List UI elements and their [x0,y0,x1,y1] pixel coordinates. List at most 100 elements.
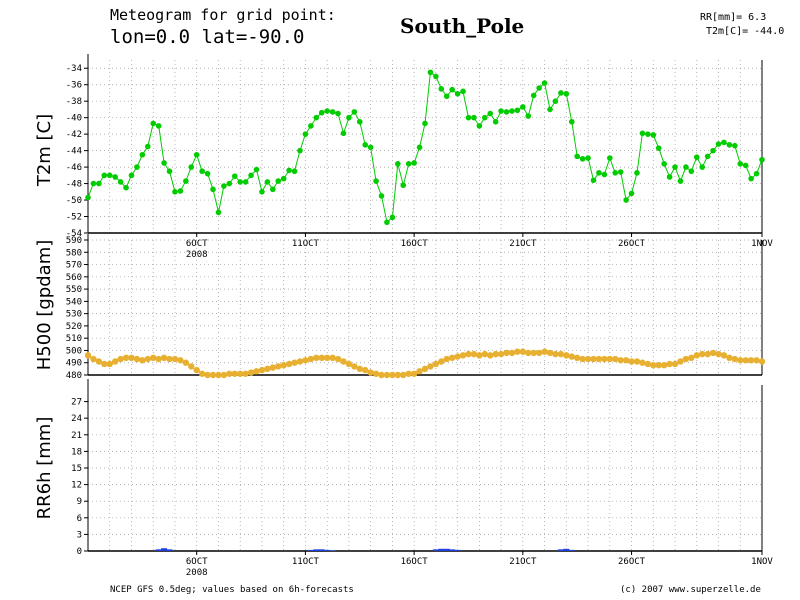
data-point [715,141,722,147]
data-point [221,183,227,189]
data-point [596,170,602,176]
data-point [204,371,211,379]
data-point [416,368,423,375]
data-point [411,160,417,166]
data-point [465,350,472,358]
data-point [150,120,157,127]
data-point [541,80,548,86]
data-point [367,144,374,151]
data-point [650,361,657,369]
data-point [688,354,695,362]
y-tick-label: 500 [66,346,82,356]
x-tick-label: 1NOV [751,557,773,567]
y-tick-label: -36 [66,81,82,91]
data-point [193,151,200,158]
data-point [503,349,510,357]
data-point [693,154,700,161]
data-point [324,108,330,114]
data-point [492,350,499,358]
data-point [275,178,282,184]
data-point [188,164,195,170]
precip-bar [438,548,445,551]
y-tick-label: 0 [77,547,82,557]
y-tick-label: -52 [66,213,82,223]
data-point [574,153,580,160]
data-point [563,352,570,359]
data-point [639,359,646,366]
y-tick-label: 540 [66,297,82,307]
data-point [297,147,303,154]
data-point [253,166,260,173]
y-tick-label: 24 [71,414,82,424]
data-point [704,153,711,160]
y-tick-label: 590 [66,236,82,246]
y-tick-label: 3 [77,530,82,540]
data-point [639,130,646,137]
data-point [509,108,515,114]
data-point [183,178,189,184]
data-point [356,365,363,373]
data-point [612,355,619,363]
precip-bar [432,549,439,551]
data-point [210,186,216,193]
data-point [742,162,749,169]
precip-bar [443,548,450,551]
data-point [541,348,548,355]
data-point [519,348,527,355]
data-point [568,353,575,360]
data-point [497,350,505,358]
data-point [128,172,135,179]
data-point [220,371,228,379]
precip-bar [449,549,456,551]
y-tick-label: 560 [66,273,82,283]
data-point [335,110,341,117]
y-tick-label: 27 [71,398,82,408]
data-point [459,352,467,359]
data-point [448,354,456,362]
precip-bar [557,549,564,551]
data-point [443,355,450,363]
data-point [394,371,402,379]
data-point [617,169,624,175]
data-point [655,145,662,151]
data-point [400,371,407,379]
data-point [90,355,97,363]
footer-copyright: (c) 2007 www.superzelle.de [620,585,761,595]
data-point [433,73,439,80]
data-point [269,364,277,371]
precip-bar [329,550,336,551]
data-point [487,110,494,117]
data-point [285,360,293,368]
x-tick-sublabel: 2008 [186,568,208,578]
rr-summary: RR[mm]= 6.3 [700,12,767,23]
data-point [715,350,722,358]
data-point [259,189,265,195]
data-point [313,114,320,121]
data-point [84,352,92,359]
data-point [215,371,222,379]
data-point [650,132,657,138]
y-tick-label: 15 [71,464,82,474]
y-tick-label: 550 [66,285,82,295]
data-point [536,85,542,91]
data-point [395,161,401,167]
data-point [345,360,353,368]
x-tick-label: 21OCT [509,557,537,567]
data-point [296,358,304,365]
data-point [248,172,254,179]
header-title: Meteogram for grid point: [110,6,336,24]
data-point [106,172,113,179]
precip-bar [155,549,162,551]
data-point [682,355,690,363]
data-point [160,354,168,362]
data-point [291,359,298,366]
data-point [503,109,510,115]
y-axis-label: T2m [C] [34,114,55,187]
data-point [699,164,706,170]
data-point [128,354,135,362]
data-point [590,355,597,363]
x-tick-label: 16OCT [401,557,429,567]
data-point [660,361,668,369]
data-point [645,131,651,137]
